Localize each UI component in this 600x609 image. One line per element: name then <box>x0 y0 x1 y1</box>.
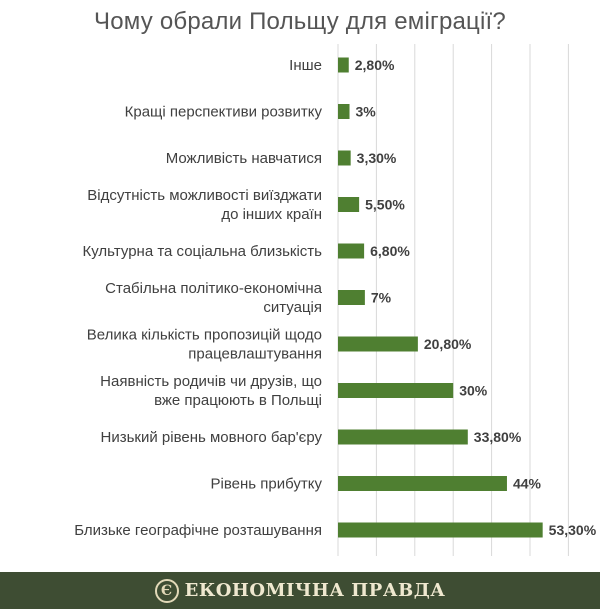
bar <box>338 104 350 119</box>
data-label: 3% <box>356 104 377 120</box>
category-label: Відсутність можливості виїзджати до інших… <box>87 187 322 223</box>
category-label: Рівень прибутку <box>211 476 323 493</box>
category-label: Стабільна політико-економічна ситуація <box>105 280 322 316</box>
bar <box>338 476 507 491</box>
bar <box>338 336 418 352</box>
category-label: Велика кількість пропозицій щодо працевла… <box>87 327 322 363</box>
data-label: 53,30% <box>549 522 597 538</box>
logo-icon: Є <box>154 578 179 603</box>
category-label: Кращі перспективи розвитку <box>125 104 323 121</box>
data-label: 2,80% <box>355 57 395 73</box>
data-label: 3,30% <box>357 150 397 166</box>
category-label: Інше <box>289 57 322 74</box>
bar <box>338 429 468 445</box>
bar <box>338 150 351 166</box>
data-label: 44% <box>513 476 542 492</box>
bar <box>338 383 454 398</box>
data-label: 7% <box>371 290 392 306</box>
bar <box>338 522 543 538</box>
category-label: Близьке географічне розташування <box>74 522 322 539</box>
bar-chart: 2,80% Інше 3% Кращі перспективи розвитку 3,3… <box>74 44 597 556</box>
data-label: 5,50% <box>365 197 405 213</box>
category-label: Наявність родичів чи друзів, що вже працю… <box>100 373 322 409</box>
data-label: 6,80% <box>370 243 410 259</box>
data-label: 33,80% <box>474 429 522 445</box>
chart-title: Чому обрали Польщу для еміграції? <box>94 8 506 35</box>
category-label: Можливість навчатися <box>166 150 322 167</box>
brand-name: ЕКОНОМІЧНА ПРАВДА <box>184 580 446 601</box>
bar <box>338 197 360 212</box>
data-label: 30% <box>459 383 488 399</box>
category-label: Культурна та соціальна близькість <box>83 243 323 260</box>
bar <box>338 243 365 259</box>
category-label: Низький рівень мовного бар'єру <box>101 429 323 446</box>
footer-banner: Є ЕКОНОМІЧНА ПРАВДА <box>0 572 600 609</box>
bar <box>338 57 349 73</box>
bar <box>338 290 365 305</box>
data-label: 20,80% <box>424 336 472 352</box>
